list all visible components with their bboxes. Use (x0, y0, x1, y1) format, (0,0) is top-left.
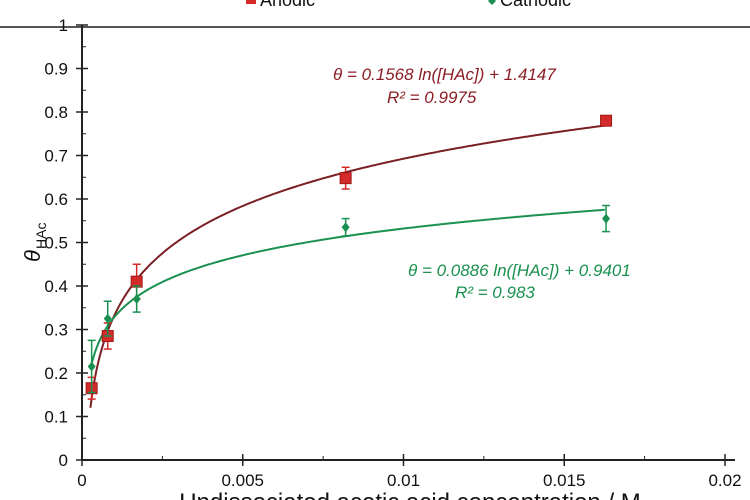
legend-label-cathodic: Cathodic (500, 0, 571, 10)
fit-line-anodic (89, 124, 605, 408)
y-axis-label-sub: HAc (33, 223, 49, 249)
axes: 0 0.1 0.2 0.3 0.4 0.5 0.6 0.7 0.8 0.9 1 0 0.005 0.01 0… (0, 16, 750, 490)
marker-diamond (132, 294, 141, 305)
y-axis-label: θ HAc (20, 223, 49, 262)
x-tick-label: 0.01 (387, 471, 420, 490)
x-tick-label: 0.015 (543, 471, 586, 490)
data-point-cathodic (132, 285, 141, 313)
x-tick-label: 0.005 (221, 471, 264, 490)
y-tick-label: 0.6 (44, 190, 68, 209)
y-tick-label: 0 (59, 451, 68, 470)
x-tick-label: 0 (77, 471, 86, 490)
legend: Anodic Cathodic (246, 0, 571, 10)
x-axis-label: Undissociated acetic acid concentration … (179, 489, 641, 500)
marker-diamond (87, 361, 96, 372)
y-tick-label: 0.1 (44, 408, 68, 427)
marker-diamond (602, 213, 611, 224)
data-point-cathodic (602, 204, 611, 233)
data-points (85, 114, 613, 400)
legend-marker-anodic (246, 0, 256, 4)
cathodic-equation: θ = 0.0886 ln([HAc]) + 0.9401 (408, 261, 631, 280)
y-tick-label: 0.9 (44, 60, 68, 79)
marker-square (600, 114, 613, 127)
y-tick-label: 0.2 (44, 364, 68, 383)
y-tick-label: 0.3 (44, 321, 68, 340)
y-tick-label: 0.4 (44, 277, 68, 296)
data-point-cathodic (341, 217, 350, 237)
x-tick-label: 0.02 (708, 471, 741, 490)
data-point-cathodic (103, 300, 112, 337)
legend-label-anodic: Anodic (260, 0, 315, 10)
y-tick-label: 0.5 (44, 234, 68, 253)
y-axis-label-main: θ (20, 250, 45, 262)
y-tick-label: 0.8 (44, 103, 68, 122)
marker-square (339, 172, 352, 185)
anodic-equation: θ = 0.1568 ln([HAc]) + 1.4147 (333, 65, 556, 84)
data-point-cathodic (87, 339, 96, 394)
anodic-r2: R² = 0.9975 (387, 88, 477, 107)
marker-diamond (103, 313, 112, 324)
data-point-anodic (600, 114, 613, 127)
y-tick-label: 0.7 (44, 147, 68, 166)
marker-diamond (341, 222, 350, 233)
y-tick-label: 1 (59, 16, 68, 35)
data-point-anodic (339, 166, 352, 190)
cathodic-r2: R² = 0.983 (455, 283, 535, 302)
legend-marker-cathodic (488, 0, 496, 5)
